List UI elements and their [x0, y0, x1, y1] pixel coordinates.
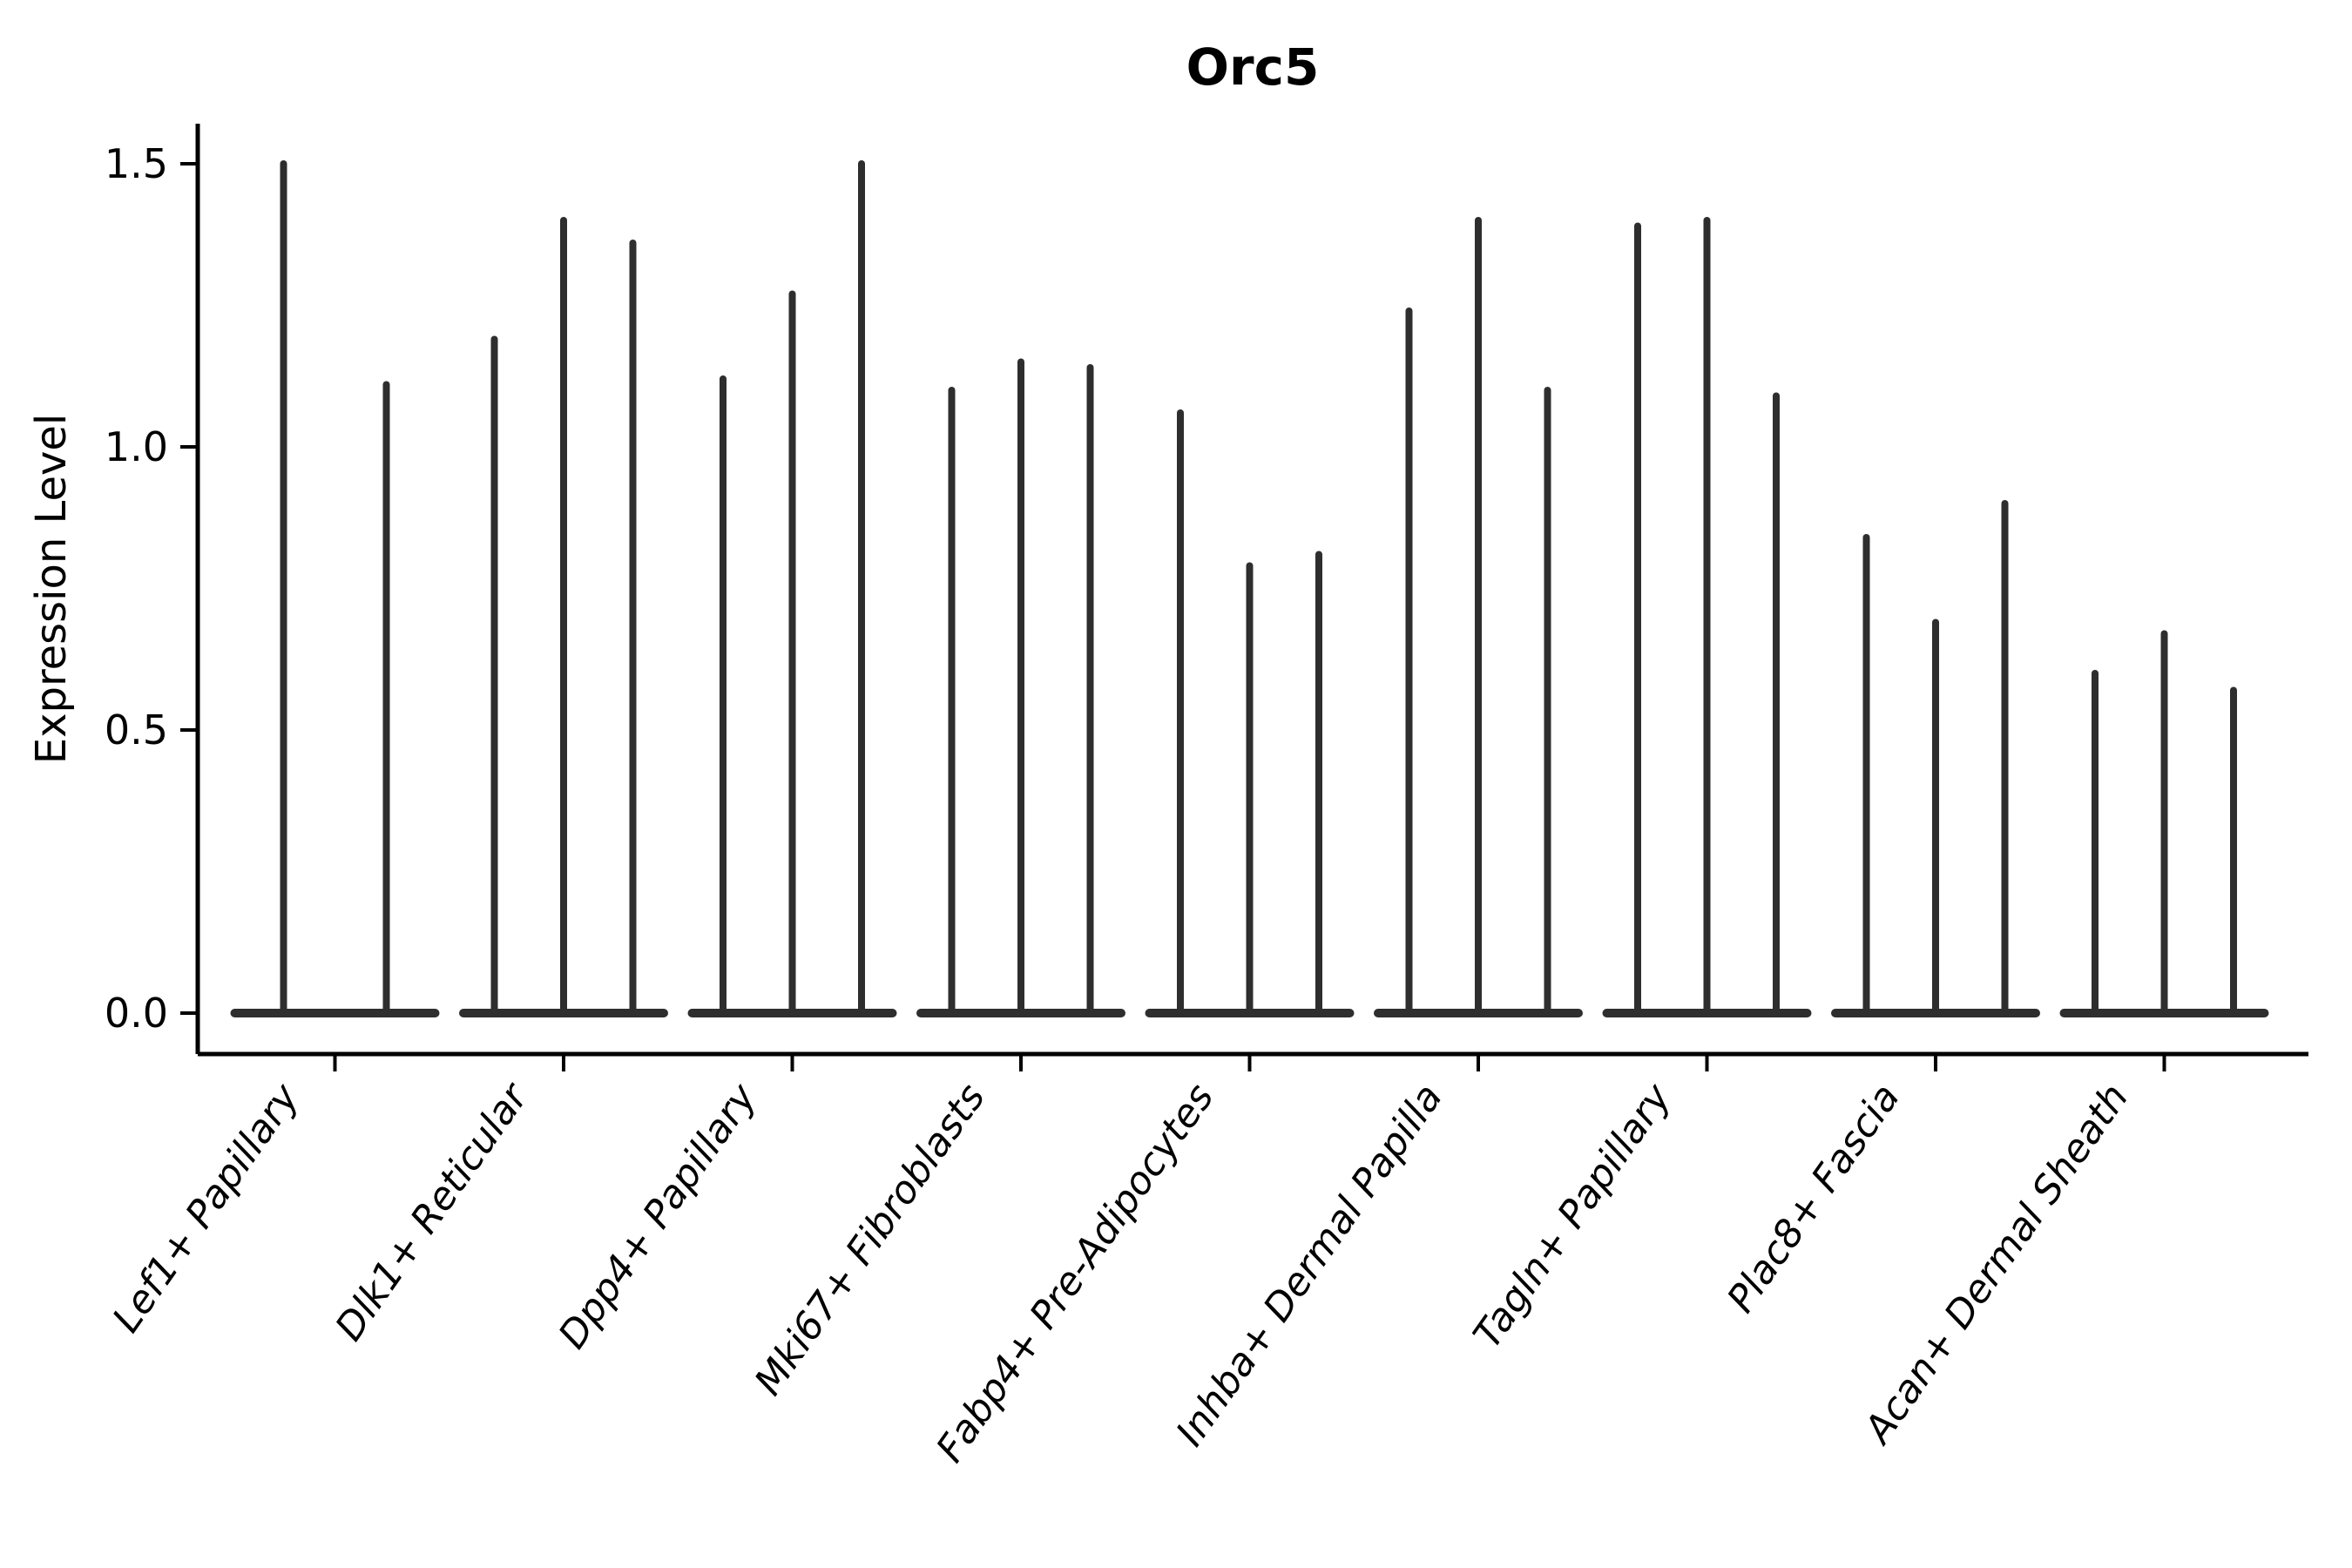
- chart-title: Orc5: [1186, 37, 1320, 97]
- y-axis-label: Expression Level: [27, 414, 76, 765]
- y-tick-label: 1.0: [105, 423, 168, 470]
- violin-base: [230, 1009, 440, 1017]
- x-tick-label: Acan+ Dermal Sheath: [1855, 1076, 2138, 1453]
- x-tick-label: Plac8+ Fascia: [1719, 1076, 1909, 1321]
- x-tick-label: Mki67+ Fibroblasts: [746, 1076, 994, 1403]
- x-tick-label: Fabp4+ Pre-Adipocytes: [928, 1076, 1222, 1470]
- x-tick-label: Dlk1+ Reticular: [327, 1074, 537, 1349]
- y-tick-label: 1.5: [105, 140, 168, 187]
- x-tick-label: Dpp4+ Papillary: [551, 1075, 767, 1356]
- y-tick-label: 0.0: [105, 990, 168, 1037]
- y-tick-label: 0.5: [105, 706, 168, 754]
- x-tick-label: Inhba+ Dermal Papilla: [1168, 1076, 1451, 1454]
- plot-area: 0.0 0.5 1.0 1.5 Lef1+ Papillary Dlk1+ Reticul…: [105, 124, 2308, 1470]
- x-tick-label: Tagln+ Papillary: [1465, 1075, 1680, 1356]
- x-tick-label: Lef1+ Papillary: [105, 1075, 309, 1341]
